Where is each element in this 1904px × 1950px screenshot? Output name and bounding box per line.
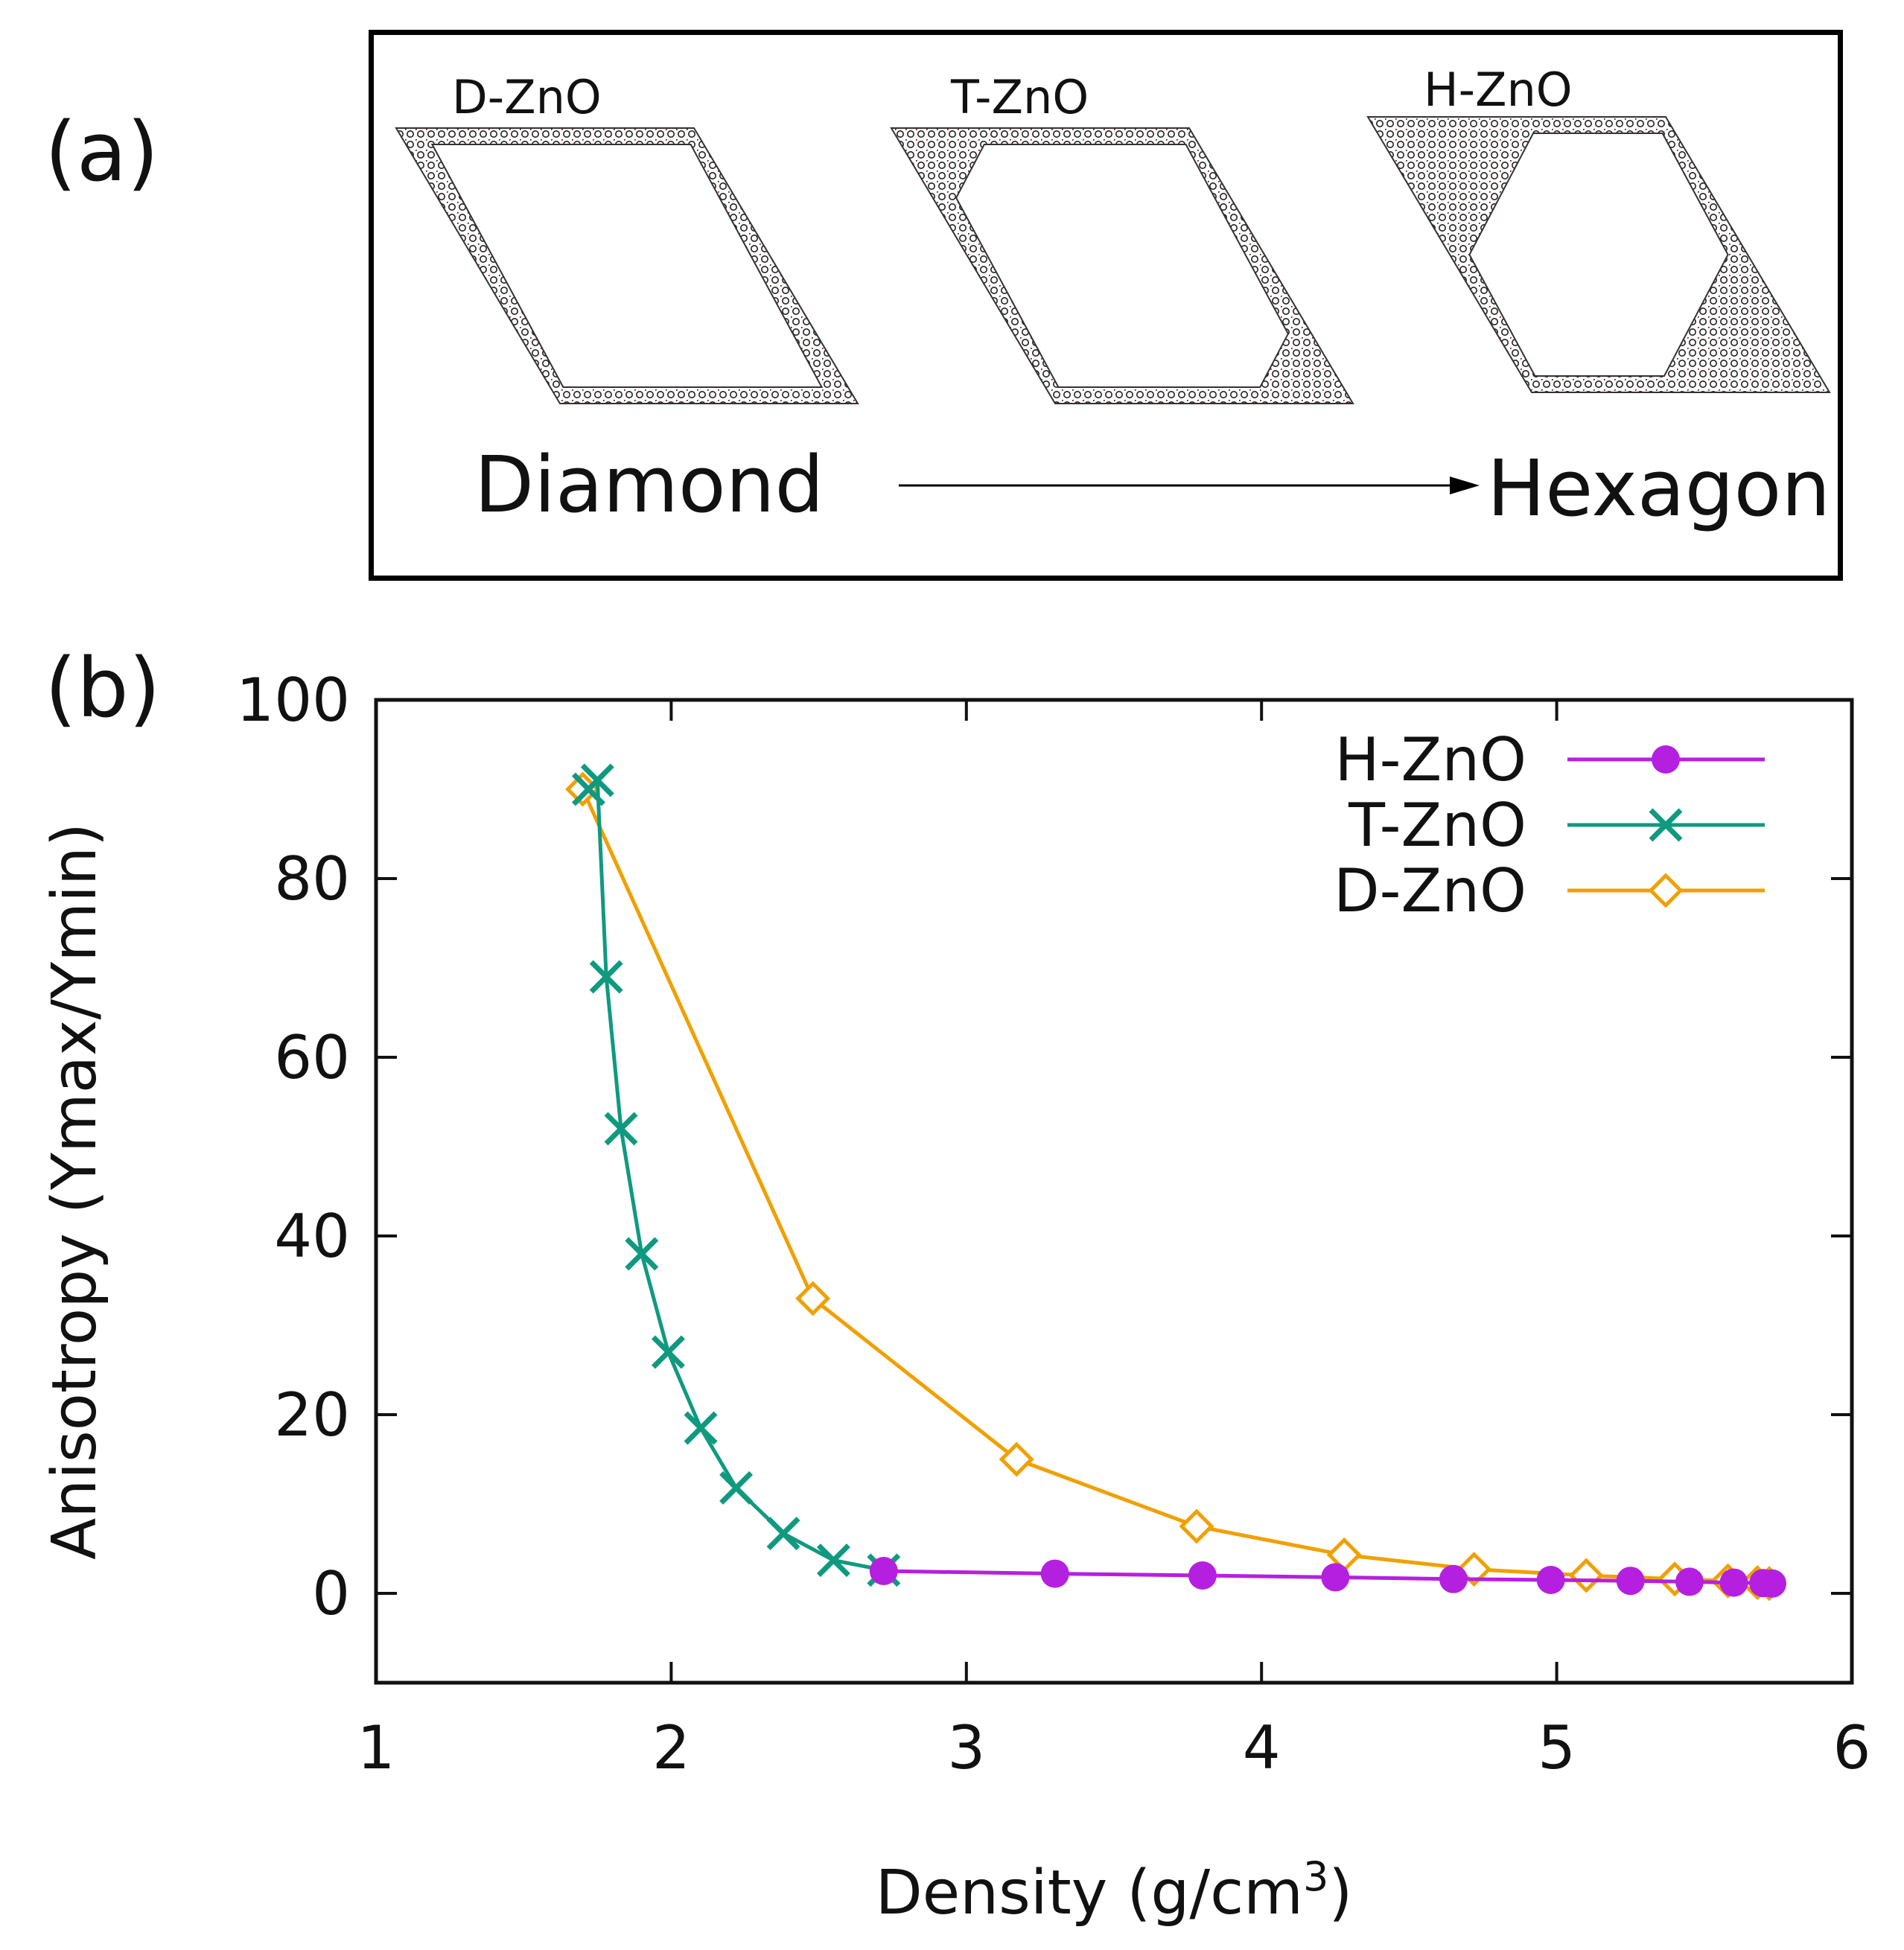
h-zno-data-point: [1321, 1563, 1350, 1592]
structure-schematic-panel: D-ZnO T-ZnO H-ZnO Diamond Hexagon: [369, 30, 1843, 581]
h-zno-data-point: [1719, 1568, 1748, 1597]
x-tick-label: 2: [652, 1713, 690, 1782]
d-zno-data-point: [795, 1281, 831, 1316]
y-tick-label: 40: [274, 1202, 350, 1271]
y-tick-label: 80: [274, 844, 350, 914]
h-zno-label: H-ZnO: [1424, 63, 1573, 117]
cross-stroke: [625, 1237, 659, 1271]
cross-stroke: [580, 763, 614, 797]
structure-void: [1468, 133, 1729, 377]
y-tick-label: 60: [274, 1023, 350, 1092]
h-zno-structure: [1366, 116, 1831, 393]
cross-stroke: [719, 1471, 754, 1505]
cross-stroke: [589, 960, 623, 994]
x-tick-label: 1: [357, 1713, 395, 1782]
h-zno-data-point: [869, 1557, 898, 1585]
x-tick-label: 6: [1833, 1713, 1871, 1782]
y-tick-label: 0: [312, 1559, 350, 1628]
cross-stroke: [766, 1517, 800, 1551]
t-zno-data-point: [719, 1471, 754, 1505]
t-zno-data-point: [651, 1335, 685, 1369]
panel-b-label: (b): [45, 640, 161, 736]
h-zno-data-point: [1616, 1567, 1645, 1596]
legend-marker-d-zno: [1648, 873, 1684, 908]
d-zno-data-point: [1568, 1558, 1604, 1593]
panel-a-label: (a): [45, 104, 159, 200]
t-zno-data-point: [580, 763, 614, 797]
d-zno-data-point: [999, 1441, 1034, 1477]
h-zno-data-point: [1757, 1569, 1786, 1598]
t-zno-data-point: [766, 1517, 800, 1551]
legend-label-h-zno: H-ZnO: [1335, 725, 1527, 794]
h-zno-data-point: [1439, 1564, 1468, 1593]
h-zno-data-point: [1675, 1567, 1704, 1596]
d-zno-data-point: [1179, 1508, 1214, 1544]
structure-schematic-svg: D-ZnO T-ZnO H-ZnO Diamond Hexagon: [395, 63, 1831, 534]
cross-stroke: [1649, 808, 1683, 842]
x-tick-label: 5: [1538, 1713, 1576, 1782]
transition-arrow-head: [1450, 477, 1480, 494]
legend-label-t-zno: T-ZnO: [1348, 791, 1526, 860]
legend-marker-h-zno: [1652, 745, 1680, 774]
y-tick-label: 20: [274, 1380, 350, 1450]
t-zno-data-point: [589, 960, 623, 994]
cross-stroke: [684, 1411, 718, 1445]
d-zno-series-line: [581, 788, 1770, 1586]
legend-label-d-zno: D-ZnO: [1334, 856, 1526, 925]
x-tick-label: 3: [947, 1713, 985, 1782]
h-zno-data-point: [1040, 1559, 1069, 1588]
t-zno-data-point: [816, 1543, 850, 1578]
x-axis-title: Density (g/cm3): [876, 1853, 1353, 1929]
d-zno-label: D-ZnO: [452, 70, 602, 124]
cross-stroke: [604, 1112, 638, 1146]
legend-marker-t-zno: [1649, 808, 1683, 842]
t-zno-data-point: [625, 1237, 659, 1271]
structure-void: [430, 144, 824, 388]
t-zno-data-point: [684, 1411, 718, 1445]
diamond-label: Diamond: [474, 439, 824, 530]
hexagon-label: Hexagon: [1487, 443, 1830, 534]
t-zno-structure: [890, 127, 1354, 404]
t-zno-label: T-ZnO: [950, 70, 1089, 124]
t-zno-data-point: [604, 1112, 638, 1146]
plot-area-frame: [374, 698, 1854, 1685]
h-zno-data-point: [1536, 1566, 1565, 1594]
cross-stroke: [816, 1543, 850, 1578]
x-tick-label: 4: [1243, 1713, 1281, 1782]
y-tick-label: 100: [236, 666, 350, 735]
d-zno-structure: [395, 127, 859, 404]
y-axis-title: Anisotropy (Ymax/Ymin): [39, 823, 110, 1560]
h-zno-data-point: [1188, 1561, 1217, 1590]
cross-stroke: [651, 1335, 685, 1369]
structure-void: [955, 144, 1290, 388]
